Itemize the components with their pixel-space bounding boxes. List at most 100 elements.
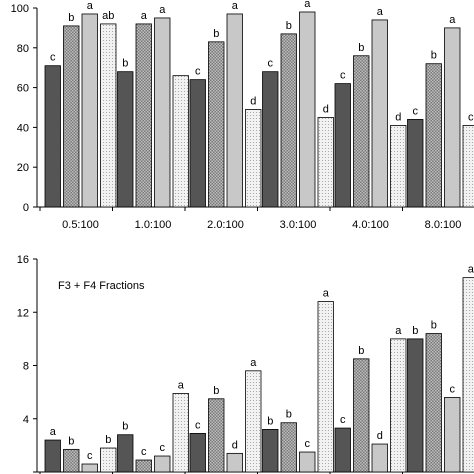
bar-significance-letter: ab	[102, 10, 114, 22]
bar	[407, 119, 424, 208]
bar	[425, 63, 442, 208]
bar	[462, 277, 474, 473]
bar-significance-letter: b	[431, 320, 437, 332]
bar	[280, 33, 297, 208]
y-tick-label: 80	[17, 43, 29, 55]
bar	[44, 439, 61, 473]
bar	[135, 23, 152, 208]
bar	[226, 452, 243, 473]
bar	[390, 125, 407, 208]
bar	[63, 448, 80, 473]
bar-significance-letter: c	[87, 450, 93, 462]
bar-significance-letter: b	[105, 434, 111, 446]
bar-significance-letter: d	[232, 439, 238, 451]
top-bar-chart: 0 20 40 60 80 100 0.5:100 1.0:100 2.0:100 3.0:100…	[11, 0, 474, 231]
bar	[262, 428, 279, 473]
bar	[299, 11, 316, 208]
bar	[172, 393, 189, 473]
x-tick-label: 0.5:100	[62, 219, 99, 231]
bar-significance-letter: a	[468, 264, 474, 276]
bar	[317, 117, 334, 208]
bar-significance-letter: a	[87, 0, 94, 12]
bar-significance-letter: c	[50, 52, 56, 64]
bar-significance-letter: c	[195, 419, 201, 431]
bar	[172, 75, 189, 208]
bar	[226, 13, 243, 208]
bar-significance-letter: b	[358, 345, 364, 357]
bar-significance-letter: c	[340, 414, 346, 426]
bar	[189, 432, 206, 473]
y-tick-label: 4	[23, 414, 29, 426]
bar-significance-letter: a	[141, 10, 148, 22]
bar-significance-letter: a	[250, 357, 257, 369]
bar-significance-letter: d	[323, 103, 329, 115]
bar	[444, 27, 461, 208]
bar	[334, 427, 351, 473]
bar-significance-letter: a	[377, 6, 384, 18]
y-tick-label: 16	[17, 254, 29, 266]
bar-significance-letter: c	[305, 438, 311, 450]
bar-significance-letter: a	[159, 4, 166, 16]
bar	[81, 463, 98, 473]
bar-significance-letter: c	[160, 442, 166, 454]
bar	[371, 19, 388, 208]
bar-significance-letter: c	[141, 446, 147, 458]
bar-significance-letter: b	[68, 12, 74, 24]
bar-significance-letter: b	[431, 50, 437, 62]
bar-significance-letter: a	[304, 0, 311, 10]
bar	[334, 83, 351, 208]
bar	[208, 398, 225, 473]
bar-significance-letter: b	[213, 28, 219, 40]
bar	[353, 55, 370, 208]
bar	[245, 109, 262, 208]
bar-significance-letter: c	[468, 111, 474, 123]
bar	[63, 25, 80, 208]
y-tick-label: 20	[17, 162, 29, 174]
bar	[117, 434, 134, 473]
bar-significance-letter: a	[449, 14, 456, 26]
chart-annotation: F3 + F4 Fractions	[58, 280, 145, 292]
bar-significance-letter: b	[68, 435, 74, 447]
bar	[317, 301, 334, 473]
x-tick-label: 8.0:100	[425, 219, 462, 231]
bar-significance-letter: b	[122, 58, 128, 70]
bar	[262, 71, 279, 208]
bar-significance-letter: a	[395, 325, 402, 337]
x-tick-label: 4.0:100	[352, 219, 389, 231]
y-tick-label: 100	[11, 3, 29, 15]
bar-significance-letter: b	[412, 325, 418, 337]
bar	[189, 79, 206, 208]
bar	[390, 338, 407, 473]
bar-significance-letter: b	[358, 42, 364, 54]
bar-significance-letter: c	[450, 383, 456, 395]
bar-significance-letter: a	[50, 426, 57, 438]
bar	[280, 422, 297, 473]
bar-significance-letter: c	[340, 70, 346, 82]
bar	[353, 358, 370, 473]
bar-significance-letter: a	[232, 0, 239, 12]
x-tick-label: 2.0:100	[207, 219, 244, 231]
x-tick-label: 3.0:100	[280, 219, 317, 231]
bar-significance-letter: d	[250, 95, 256, 107]
bar	[425, 333, 442, 473]
bar	[444, 397, 461, 473]
bar	[117, 71, 134, 208]
bar-significance-letter: b	[286, 20, 292, 32]
bar-significance-letter: b	[122, 421, 128, 433]
y-tick-label: 12	[17, 307, 29, 319]
bar	[154, 455, 171, 473]
y-tick-label: 0	[23, 202, 29, 214]
bar	[154, 17, 171, 208]
bar	[100, 447, 117, 473]
y-tick-label: 8	[23, 361, 29, 373]
bar	[135, 459, 152, 473]
bar-significance-letter: b	[213, 385, 219, 397]
bar	[299, 451, 316, 473]
bar	[44, 65, 61, 208]
bar	[462, 125, 474, 208]
bar	[371, 443, 388, 473]
bar-significance-letter: c	[268, 58, 274, 70]
y-tick-label: 60	[17, 83, 29, 95]
